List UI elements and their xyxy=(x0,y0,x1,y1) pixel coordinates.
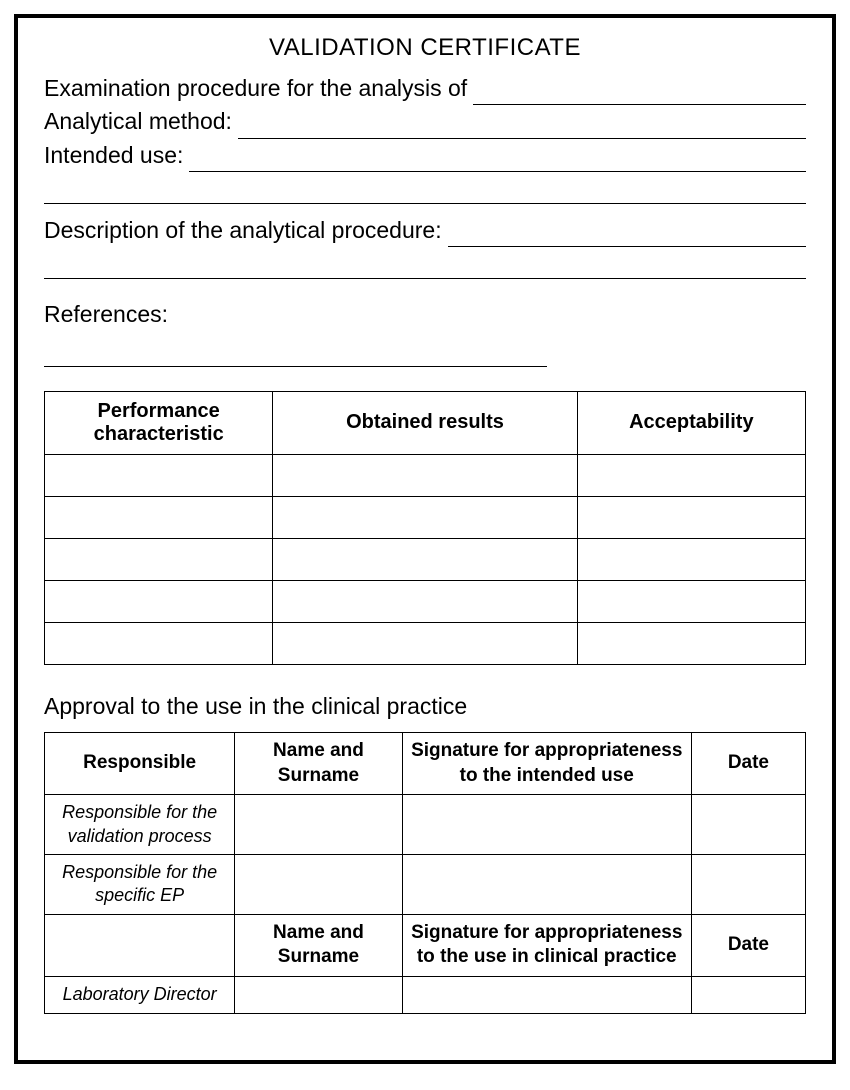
blank-line[interactable] xyxy=(44,342,547,367)
cell-blank[interactable] xyxy=(402,855,691,915)
col2-sig1: Signature for appropriateness to the int… xyxy=(402,732,691,794)
cell-blank[interactable] xyxy=(45,622,273,664)
blank-line[interactable] xyxy=(189,147,806,172)
col2-sig2: Signature for appropriateness to the use… xyxy=(402,914,691,976)
cell-blank[interactable] xyxy=(577,538,805,580)
cell-blank xyxy=(45,914,235,976)
cell-blank[interactable] xyxy=(691,795,805,855)
col2-name: Name and Surname xyxy=(235,732,402,794)
cell-blank[interactable] xyxy=(45,538,273,580)
cell-blank[interactable] xyxy=(235,795,402,855)
col2-responsible: Responsible xyxy=(45,732,235,794)
col2-name2: Name and Surname xyxy=(235,914,402,976)
cell-blank[interactable] xyxy=(235,977,402,1013)
cell-blank[interactable] xyxy=(402,795,691,855)
col2-date2: Date xyxy=(691,914,805,976)
field-method: Analytical method: xyxy=(44,105,806,138)
cell-blank[interactable] xyxy=(45,580,273,622)
cell-blank[interactable] xyxy=(45,496,273,538)
blank-line[interactable] xyxy=(473,80,806,105)
cell-blank[interactable] xyxy=(273,622,577,664)
col-obtained: Obtained results xyxy=(273,391,577,454)
col2-date: Date xyxy=(691,732,805,794)
row-specific-ep: Responsible for the specific EP xyxy=(45,855,235,915)
label-intended: Intended use: xyxy=(44,139,183,172)
field-descr: Description of the analytical procedure: xyxy=(44,214,806,247)
label-refs: References: xyxy=(44,301,168,327)
col-accept: Acceptability xyxy=(577,391,805,454)
cell-blank[interactable] xyxy=(45,454,273,496)
cell-blank[interactable] xyxy=(577,580,805,622)
label-descr: Description of the analytical procedure: xyxy=(44,214,442,247)
cell-blank[interactable] xyxy=(577,454,805,496)
blank-line[interactable] xyxy=(448,222,806,247)
col-perf-char: Performance characteristic xyxy=(45,391,273,454)
certificate-frame: VALIDATION CERTIFICATE Examination proce… xyxy=(14,14,836,1064)
approval-heading: Approval to the use in the clinical prac… xyxy=(44,693,806,720)
performance-table: Performance characteristic Obtained resu… xyxy=(44,391,806,665)
label-method: Analytical method: xyxy=(44,105,232,138)
cell-blank[interactable] xyxy=(273,580,577,622)
cell-blank[interactable] xyxy=(691,977,805,1013)
cell-blank[interactable] xyxy=(402,977,691,1013)
cell-blank[interactable] xyxy=(273,496,577,538)
row-validation-proc: Responsible for the validation process xyxy=(45,795,235,855)
label-exam: Examination procedure for the analysis o… xyxy=(44,72,467,105)
cell-blank[interactable] xyxy=(577,622,805,664)
cell-blank[interactable] xyxy=(691,855,805,915)
row-lab-director: Laboratory Director xyxy=(45,977,235,1013)
cell-blank[interactable] xyxy=(273,538,577,580)
blank-line[interactable] xyxy=(44,186,806,204)
cell-blank[interactable] xyxy=(273,454,577,496)
cell-blank[interactable] xyxy=(235,855,402,915)
approval-table: Responsible Name and Surname Signature f… xyxy=(44,732,806,1014)
field-intended: Intended use: xyxy=(44,139,806,172)
blank-line[interactable] xyxy=(238,113,806,138)
page-title: VALIDATION CERTIFICATE xyxy=(44,34,806,62)
field-exam: Examination procedure for the analysis o… xyxy=(44,72,806,105)
blank-line[interactable] xyxy=(44,261,806,279)
cell-blank[interactable] xyxy=(577,496,805,538)
field-refs: References: xyxy=(44,301,806,367)
